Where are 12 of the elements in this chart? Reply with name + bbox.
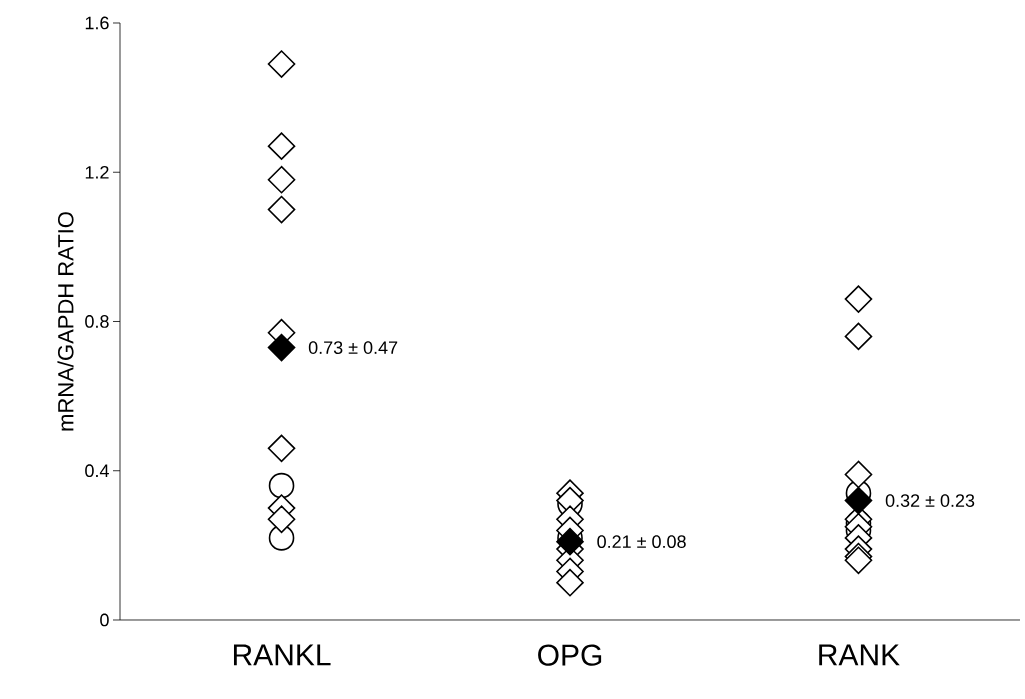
annotation: 0.32 ± 0.23 (885, 494, 975, 507)
x-tick-label: RANK (819, 644, 900, 666)
y-tick-label: 0.4 (85, 464, 109, 478)
x-tick-label: OPG (538, 644, 602, 666)
y-tick-label: 0.8 (85, 315, 109, 328)
y-axis-title: mRNA/GAPDH RATIO (57, 212, 74, 431)
y-tick-label: 0 (100, 613, 109, 627)
y-tick-label: 1.2 (85, 165, 109, 179)
annotation: 0.73 ± 0.47 (308, 341, 398, 354)
annotation: 0.21 ± 0.08 (597, 535, 686, 549)
x-tick-label: RANKL (233, 644, 331, 666)
y-tick-label: 1.6 (85, 16, 109, 30)
